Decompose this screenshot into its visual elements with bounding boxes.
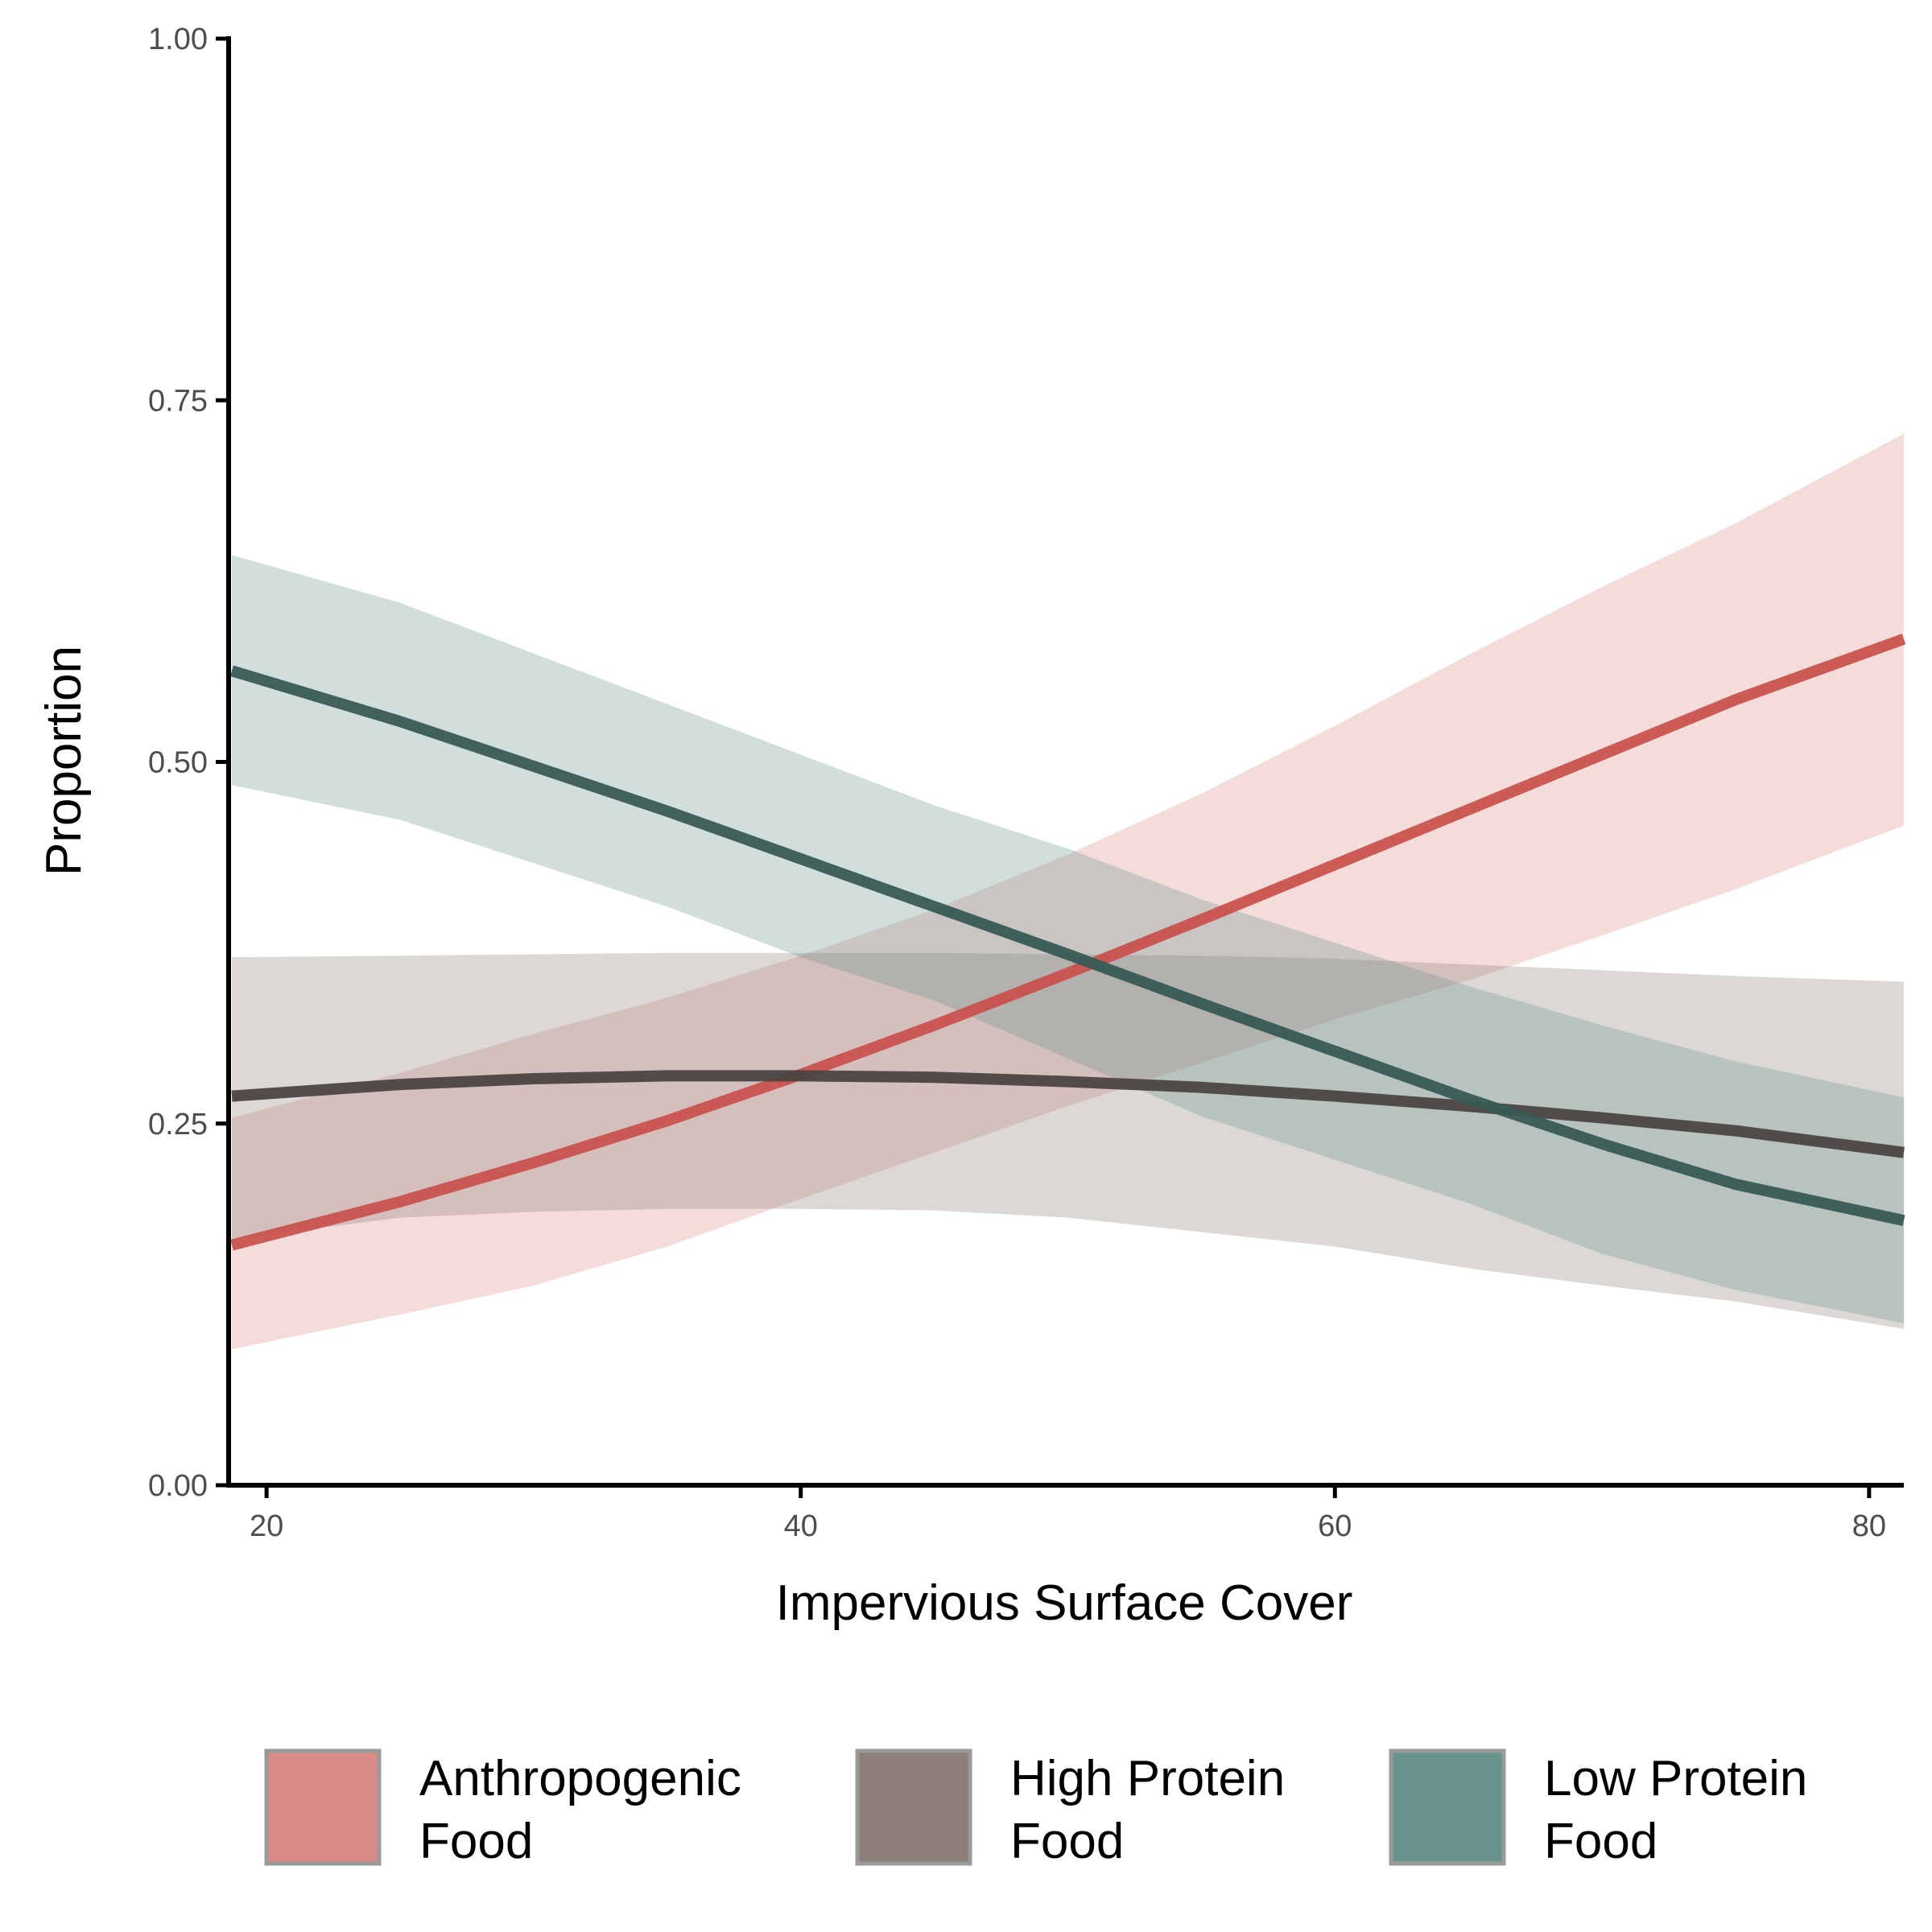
legend-item-high-protein-food: High Protein Food — [855, 1748, 1285, 1869]
legend-swatch — [855, 1748, 972, 1866]
x-tick-label: 60 — [1318, 1509, 1352, 1543]
legend-label: High Protein — [1010, 1751, 1285, 1806]
low-protein-food-confidence-band — [232, 555, 1904, 1323]
series-lines — [229, 634, 1906, 1251]
high-protein-food-line — [231, 1070, 1905, 1158]
y-tick-label: 0.25 — [148, 1108, 208, 1141]
low-protein-food-line — [229, 665, 1905, 1226]
x-axis-title: Impervious Surface Cover — [776, 1575, 1353, 1631]
legend-label: Food — [1010, 1814, 1124, 1869]
y-tick-label: 0.00 — [148, 1469, 208, 1503]
y-axis-ticks: 0.00 0.25 0.50 0.75 1.00 — [148, 23, 229, 1503]
legend-swatch — [264, 1748, 382, 1866]
legend-label: Food — [1544, 1814, 1657, 1869]
y-tick-label: 0.50 — [148, 746, 208, 780]
x-tick-label: 40 — [784, 1509, 818, 1543]
anthropogenic-food-line — [230, 634, 1906, 1251]
legend-label: Anthropogenic — [419, 1751, 741, 1806]
legend-item-anthropogenic-food: Anthropogenic Food — [264, 1748, 741, 1869]
y-tick-label: 0.75 — [148, 384, 208, 418]
legend-label: Food — [419, 1814, 533, 1869]
legend-label: Low Protein — [1544, 1751, 1807, 1806]
x-axis-ticks: 20 40 60 80 — [250, 1485, 1886, 1543]
x-tick-label: 20 — [250, 1509, 283, 1543]
axes: 0.00 0.25 0.50 0.75 1.00 20 40 60 80 — [148, 23, 1904, 1543]
legend-item-low-protein-food: Low Protein Food — [1389, 1748, 1807, 1869]
y-tick-label: 1.00 — [148, 23, 208, 56]
confidence-bands — [232, 433, 1904, 1350]
high-protein-food-confidence-band — [232, 952, 1904, 1329]
y-axis-title: Proportion — [36, 646, 92, 876]
x-tick-label: 80 — [1852, 1509, 1886, 1543]
legend-swatch — [1389, 1748, 1506, 1866]
